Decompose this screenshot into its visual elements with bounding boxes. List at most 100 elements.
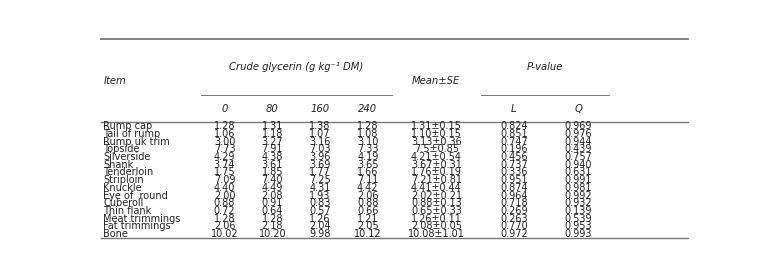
Text: 1.07: 1.07 bbox=[310, 129, 331, 139]
Text: Knuckle: Knuckle bbox=[103, 183, 142, 193]
Text: 0.953: 0.953 bbox=[564, 221, 592, 231]
Text: Silverside: Silverside bbox=[103, 152, 151, 162]
Text: Tenderloin: Tenderloin bbox=[103, 168, 154, 178]
Text: 0.718: 0.718 bbox=[500, 198, 527, 208]
Text: Cuberoll: Cuberoll bbox=[103, 198, 144, 208]
Text: 7.21±0.81: 7.21±0.81 bbox=[411, 175, 462, 185]
Text: 0.439: 0.439 bbox=[564, 144, 592, 154]
Text: 240: 240 bbox=[358, 104, 377, 114]
Text: 0.874: 0.874 bbox=[500, 183, 527, 193]
Text: 0.631: 0.631 bbox=[564, 168, 592, 178]
Text: 1.28: 1.28 bbox=[214, 214, 236, 224]
Text: 1.06: 1.06 bbox=[214, 129, 236, 139]
Text: 0.972: 0.972 bbox=[500, 229, 528, 239]
Text: 7.5±0.85: 7.5±0.85 bbox=[414, 144, 459, 154]
Text: 0.336: 0.336 bbox=[500, 168, 527, 178]
Text: 0.83: 0.83 bbox=[310, 198, 331, 208]
Text: 1.08: 1.08 bbox=[357, 129, 379, 139]
Text: Mean±SE: Mean±SE bbox=[412, 76, 460, 86]
Text: Thin flank: Thin flank bbox=[103, 206, 152, 216]
Text: Meat trimmings: Meat trimmings bbox=[103, 214, 181, 224]
Text: 3.96: 3.96 bbox=[310, 152, 331, 162]
Text: 1.75: 1.75 bbox=[214, 168, 236, 178]
Text: 7.09: 7.09 bbox=[214, 175, 236, 185]
Text: 7.25: 7.25 bbox=[310, 175, 331, 185]
Text: 0.932: 0.932 bbox=[564, 198, 592, 208]
Text: 4.21±0.54: 4.21±0.54 bbox=[411, 152, 462, 162]
Text: 2.06: 2.06 bbox=[357, 191, 379, 200]
Text: 1.31: 1.31 bbox=[262, 121, 283, 131]
Text: 0.88: 0.88 bbox=[214, 198, 236, 208]
Text: Rump uk trim: Rump uk trim bbox=[103, 137, 170, 147]
Text: 3.13±0.36: 3.13±0.36 bbox=[411, 137, 462, 147]
Text: 4.42: 4.42 bbox=[357, 183, 379, 193]
Text: 0.976: 0.976 bbox=[564, 129, 592, 139]
Text: 3.10: 3.10 bbox=[357, 137, 379, 147]
Text: Bone: Bone bbox=[103, 229, 129, 239]
Text: 0.737: 0.737 bbox=[500, 160, 528, 170]
Text: 0.944: 0.944 bbox=[564, 137, 592, 147]
Text: 7.33: 7.33 bbox=[357, 144, 379, 154]
Text: 4.29: 4.29 bbox=[214, 152, 236, 162]
Text: Topside: Topside bbox=[103, 144, 140, 154]
Text: Eye of  round: Eye of round bbox=[103, 191, 168, 200]
Text: 0.64: 0.64 bbox=[262, 206, 283, 216]
Text: 0.88: 0.88 bbox=[357, 198, 379, 208]
Text: 0.951: 0.951 bbox=[500, 175, 527, 185]
Text: 0.992: 0.992 bbox=[564, 191, 592, 200]
Text: 2.08: 2.08 bbox=[262, 191, 283, 200]
Text: 2.00: 2.00 bbox=[214, 191, 236, 200]
Text: 0.456: 0.456 bbox=[500, 152, 527, 162]
Text: 0.981: 0.981 bbox=[564, 183, 592, 193]
Text: 1.85: 1.85 bbox=[262, 168, 283, 178]
Text: 1.76±0.19: 1.76±0.19 bbox=[411, 168, 462, 178]
Text: Tail of rump: Tail of rump bbox=[103, 129, 161, 139]
Text: 2.04: 2.04 bbox=[310, 221, 331, 231]
Text: 3.00: 3.00 bbox=[214, 137, 236, 147]
Text: 0.539: 0.539 bbox=[564, 214, 592, 224]
Text: 7.73: 7.73 bbox=[214, 144, 236, 154]
Text: 0.66: 0.66 bbox=[357, 206, 379, 216]
Text: 10.20: 10.20 bbox=[259, 229, 286, 239]
Text: 1.26: 1.26 bbox=[310, 214, 331, 224]
Text: 0.940: 0.940 bbox=[564, 160, 592, 170]
Text: 1.31±0.15: 1.31±0.15 bbox=[411, 121, 462, 131]
Text: 7.11: 7.11 bbox=[357, 175, 379, 185]
Text: Q: Q bbox=[574, 104, 582, 114]
Text: 1.66: 1.66 bbox=[357, 168, 379, 178]
Text: 0.263: 0.263 bbox=[500, 214, 527, 224]
Text: Rump cap: Rump cap bbox=[103, 121, 152, 131]
Text: 1.28: 1.28 bbox=[214, 121, 236, 131]
Text: 3.16: 3.16 bbox=[310, 137, 331, 147]
Text: 0.747: 0.747 bbox=[500, 137, 528, 147]
Text: Fat trimmings: Fat trimmings bbox=[103, 221, 171, 231]
Text: 3.74: 3.74 bbox=[214, 160, 236, 170]
Text: 0.991: 0.991 bbox=[564, 175, 592, 185]
Text: Item: Item bbox=[103, 76, 126, 86]
Text: 2.02±0.21: 2.02±0.21 bbox=[411, 191, 462, 200]
Text: 10.12: 10.12 bbox=[354, 229, 382, 239]
Text: 0: 0 bbox=[221, 104, 228, 114]
Text: 80: 80 bbox=[266, 104, 279, 114]
Text: Shank: Shank bbox=[103, 160, 134, 170]
Text: 0.851: 0.851 bbox=[500, 129, 527, 139]
Text: 3.67±0.31: 3.67±0.31 bbox=[411, 160, 462, 170]
Text: 9.98: 9.98 bbox=[310, 229, 331, 239]
Text: 4.19: 4.19 bbox=[357, 152, 379, 162]
Text: 2.18: 2.18 bbox=[262, 221, 283, 231]
Text: 0.57: 0.57 bbox=[310, 206, 331, 216]
Text: 0.824: 0.824 bbox=[500, 121, 527, 131]
Text: Crude glycerin (g kg⁻¹ DM): Crude glycerin (g kg⁻¹ DM) bbox=[229, 62, 363, 72]
Text: 1.28: 1.28 bbox=[262, 214, 283, 224]
Text: 7.03: 7.03 bbox=[310, 144, 331, 154]
Text: 3.65: 3.65 bbox=[357, 160, 379, 170]
Text: 3.61: 3.61 bbox=[262, 160, 283, 170]
Text: 4.41±0.44: 4.41±0.44 bbox=[411, 183, 462, 193]
Text: 7.91: 7.91 bbox=[262, 144, 283, 154]
Text: 10.08±1.01: 10.08±1.01 bbox=[408, 229, 465, 239]
Text: 1.28: 1.28 bbox=[357, 121, 379, 131]
Text: 0.88±0.13: 0.88±0.13 bbox=[411, 198, 462, 208]
Text: 1.10±0.15: 1.10±0.15 bbox=[411, 129, 462, 139]
Text: 4.40: 4.40 bbox=[214, 183, 236, 193]
Text: 1.21: 1.21 bbox=[357, 214, 379, 224]
